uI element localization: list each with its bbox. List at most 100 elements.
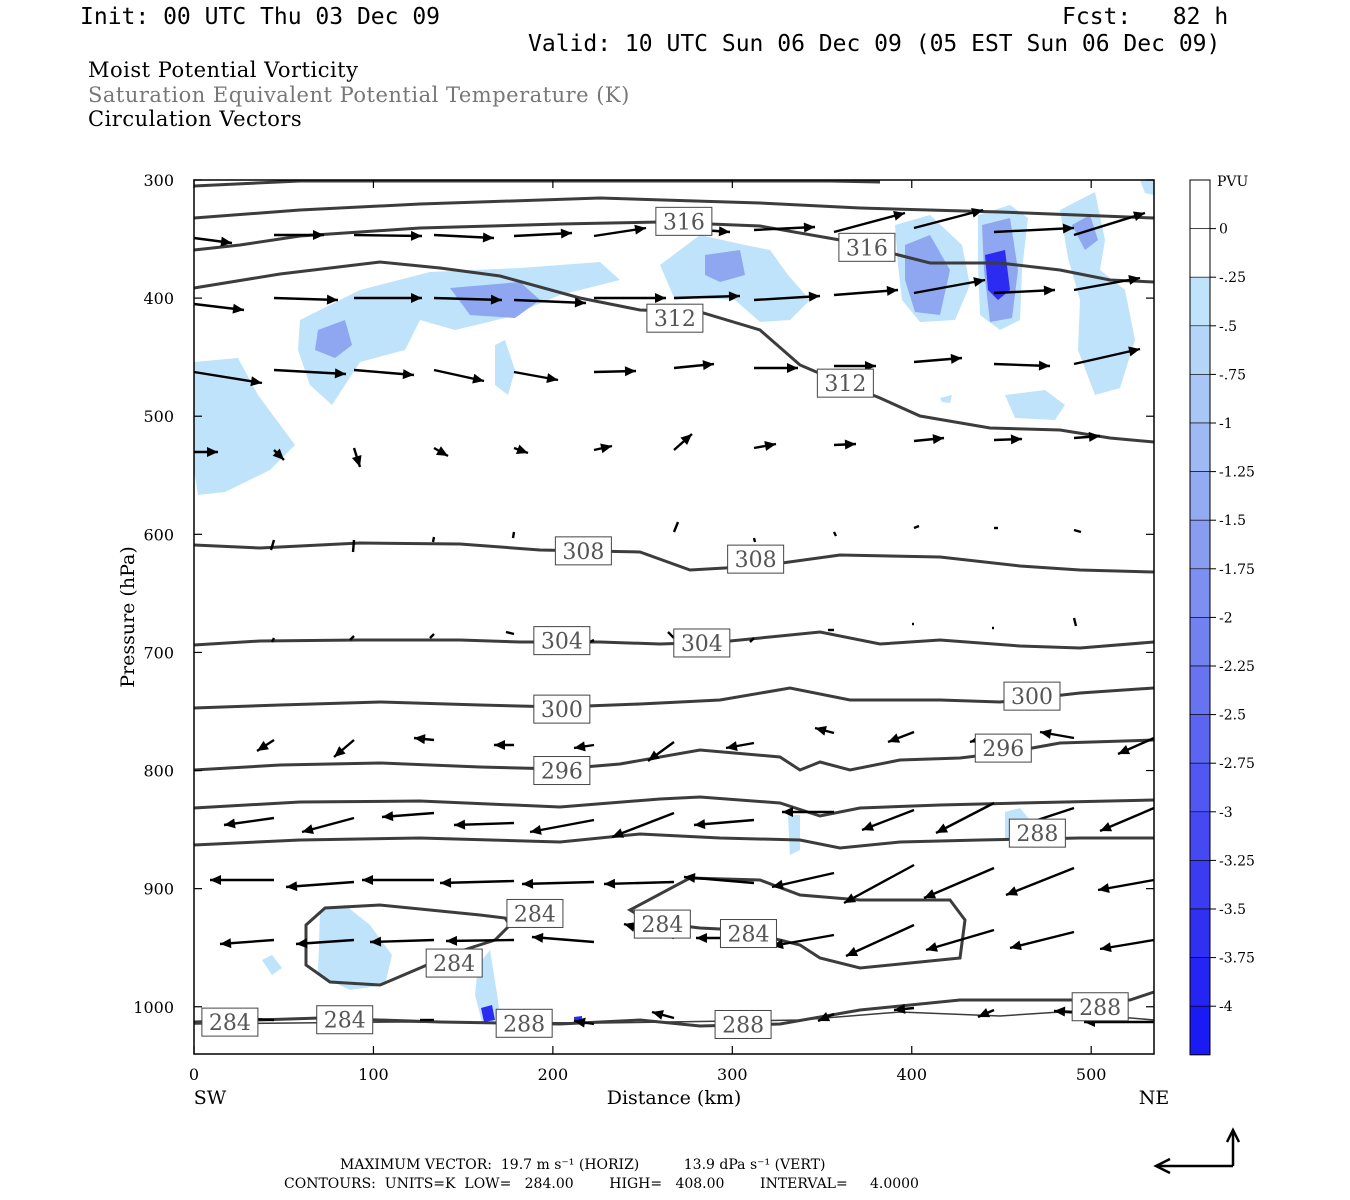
- vector-arrowhead: [808, 291, 820, 302]
- vector-arrowhead: [886, 285, 898, 296]
- vector-arrowhead: [257, 740, 269, 751]
- circulation-vector: [913, 207, 984, 230]
- contour-label-box: [554, 536, 612, 566]
- contour-label-box: [533, 756, 591, 786]
- vector-arrowhead: [694, 819, 706, 830]
- x-tick-label: 100: [358, 1065, 389, 1084]
- contour-label: 284: [316, 1005, 374, 1035]
- vector-arrowhead: [207, 447, 218, 457]
- contour-label-text: 308: [562, 540, 604, 565]
- x-tick-label: 300: [717, 1065, 748, 1084]
- circulation-vector: [752, 537, 757, 543]
- pv-region: [481, 1005, 495, 1022]
- vector-arrowhead: [402, 369, 414, 380]
- vector-shaft: [1073, 211, 1146, 237]
- circulation-vector: [219, 938, 275, 949]
- contour-label: 296: [533, 756, 591, 786]
- vector-arrowhead: [382, 811, 394, 822]
- pv-region: [705, 250, 745, 282]
- colorbar-label: -3.5: [1219, 902, 1246, 918]
- vector-arrowhead: [1038, 360, 1050, 371]
- circulation-vector: [673, 360, 715, 371]
- vector-arrowhead: [973, 277, 985, 287]
- pv-region: [315, 320, 352, 358]
- contour-label-box: [495, 1008, 553, 1038]
- vector-arrowhead: [862, 821, 875, 831]
- x-left-end-label: SW: [194, 1087, 227, 1109]
- contour-label-text: 316: [663, 210, 705, 235]
- circulation-vector: [935, 801, 995, 835]
- y-axis-label: Pressure (hPa): [117, 546, 139, 688]
- circulation-vector: [529, 818, 595, 835]
- circulation-vector: [993, 285, 1056, 296]
- y-tick-label: 800: [143, 762, 174, 781]
- y-tick-label: 500: [143, 407, 174, 426]
- reference-vector-icon: [1153, 1127, 1241, 1175]
- circulation-vector: [413, 734, 435, 745]
- colorbar-swatch: [1189, 325, 1211, 375]
- y-tick-label: 1000: [133, 998, 174, 1017]
- vector-arrowhead: [971, 207, 983, 218]
- contour-label: 288: [495, 1008, 553, 1038]
- circulation-vectors: [193, 207, 1155, 1028]
- circulation-vector: [1072, 617, 1078, 627]
- colorbar-label: -2.75: [1219, 756, 1255, 772]
- circulation-vector: [511, 531, 516, 539]
- circulation-vector: [513, 228, 573, 239]
- vector-arrowhead: [302, 824, 314, 834]
- colorbar-swatch: [1189, 762, 1211, 813]
- vector-arrowhead: [1010, 434, 1022, 445]
- vector-shaft: [1073, 347, 1141, 366]
- y-tick-label: 600: [143, 525, 174, 544]
- valid-time: Valid: 10 UTC Sun 06 Dec 09 (05 EST Sun …: [528, 31, 1221, 57]
- circulation-vector: [1073, 431, 1101, 442]
- circulation-vector: [753, 291, 821, 302]
- vector-arrowhead: [894, 1003, 906, 1014]
- vector-arrowhead: [680, 434, 692, 446]
- vector-arrowhead: [1054, 1006, 1066, 1017]
- circulation-vector: [453, 819, 515, 830]
- isentrope-line: [193, 179, 881, 188]
- colorbar-swatch: [1189, 422, 1211, 472]
- colorbar-label: -1.25: [1219, 465, 1255, 481]
- max-vector-note: MAXIMUM VECTOR: 19.7 m s⁻¹ (HORIZ) 13.9 …: [340, 1157, 826, 1173]
- circulation-vector: [913, 524, 920, 530]
- colorbar-swatch: [1189, 276, 1211, 327]
- circulation-vector: [993, 223, 1075, 234]
- circulation-vector: [603, 878, 675, 889]
- vector-shaft: [1072, 617, 1078, 627]
- vector-arrowhead: [726, 741, 738, 751]
- contour-label-box: [1008, 818, 1066, 848]
- isentrope-line: [193, 795, 1155, 818]
- circulation-vector: [1073, 275, 1141, 292]
- circulation-vector: [194, 447, 218, 457]
- vector-arrowhead: [888, 733, 901, 743]
- circulation-vector: [193, 302, 245, 314]
- pv-region: [940, 395, 952, 403]
- circulation-vector: [887, 730, 915, 744]
- contour-label: 288: [714, 1009, 772, 1039]
- vector-arrowhead: [286, 881, 298, 892]
- vector-arrowhead: [454, 819, 466, 830]
- circulation-vector: [913, 353, 963, 364]
- vector-arrowhead: [574, 741, 586, 752]
- contour-label: 300: [533, 694, 591, 724]
- y-tick-label: 900: [143, 880, 174, 899]
- vector-arrowhead: [1010, 940, 1022, 951]
- circulation-vector: [893, 1003, 915, 1014]
- vector-arrowhead: [846, 946, 859, 956]
- vector-shaft: [1005, 866, 1075, 897]
- contour-label-box: [816, 368, 874, 398]
- vector-arrowhead: [546, 373, 558, 383]
- contour-label-text: 308: [735, 548, 777, 573]
- contour-label-text: 284: [514, 902, 556, 927]
- circulation-vector: [1073, 346, 1141, 366]
- circulation-vector: [667, 631, 675, 639]
- vector-shaft: [589, 638, 595, 644]
- vector-arrowhead: [782, 807, 793, 817]
- vector-arrowhead: [865, 361, 876, 371]
- vector-arrowhead: [604, 878, 616, 889]
- circulation-vector: [913, 277, 986, 295]
- contour-label-text: 312: [654, 307, 696, 332]
